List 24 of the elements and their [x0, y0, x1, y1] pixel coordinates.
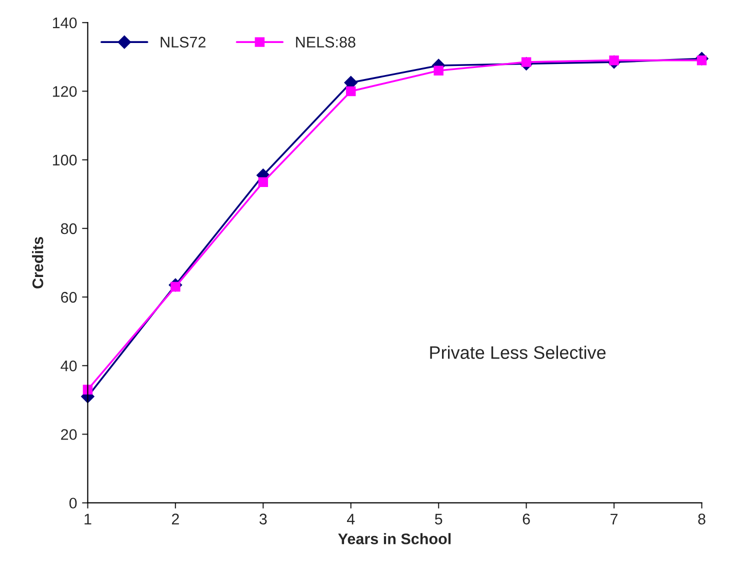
x-tick-label: 4	[346, 514, 355, 524]
y-tick-label: 0	[69, 498, 77, 509]
x-tick-label: 6	[522, 514, 530, 524]
point	[434, 66, 444, 76]
legend-label: NELS:88	[296, 36, 356, 48]
x-tick-label: 5	[434, 514, 442, 524]
y-tick-label: 120	[52, 86, 77, 97]
x-tick-label: 2	[172, 514, 179, 524]
x-tick-label: 7	[610, 514, 618, 524]
y-tick-label: 20	[61, 429, 77, 440]
y-axis-title: Credits	[32, 237, 44, 288]
y-tick-label: 100	[52, 154, 77, 166]
legend-label: NLS72	[160, 36, 206, 48]
y-tick-label: 40	[60, 360, 77, 372]
x-tick-label: 1	[84, 514, 92, 524]
y-tick-label: 60	[61, 292, 77, 303]
y-tick-label: 80	[60, 223, 77, 234]
x-axis-title: Years in School	[338, 533, 451, 544]
annotation: Private Less Selective	[430, 346, 606, 359]
point	[258, 177, 268, 187]
point	[346, 86, 356, 96]
y-tick-label: 140	[52, 17, 77, 28]
x-tick-label: 3	[259, 514, 267, 524]
x-tick-label: 8	[698, 514, 706, 524]
